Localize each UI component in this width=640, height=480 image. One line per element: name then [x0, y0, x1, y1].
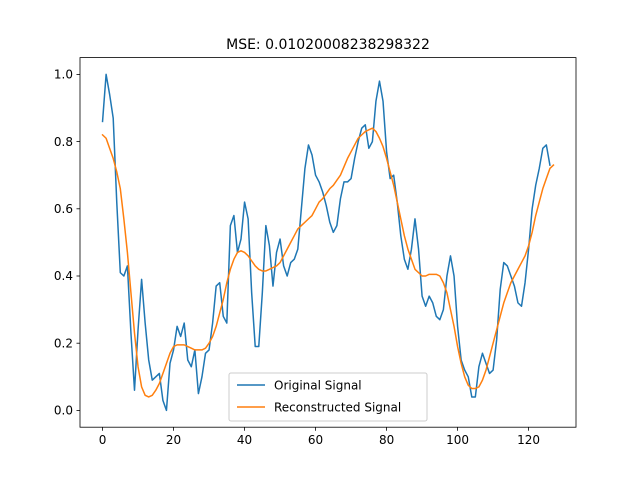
axes-frame: [79, 57, 577, 428]
legend-label-1: Original Signal: [274, 379, 362, 393]
y-tick-label: 0.6: [54, 202, 73, 216]
axes-layer: 0 20 40 60 80 100 120 0.0 0.2 0.4 0.6 0.8 1.0: [54, 57, 577, 447]
x-tick-label: 20: [166, 433, 181, 447]
x-tick-label: 120: [517, 433, 540, 447]
y-tick-label: 0.8: [54, 135, 73, 149]
y-tick-label: 0.4: [54, 269, 73, 283]
y-tick-label: 0.0: [54, 404, 73, 418]
legend-box: [228, 372, 428, 422]
x-tick-label: 40: [237, 433, 252, 447]
chart-title: MSE: 0.01020008238298322: [226, 37, 430, 53]
y-tick-label: 1.0: [54, 68, 73, 82]
series-line-2: [101, 127, 555, 398]
x-tick-label: 80: [379, 433, 394, 447]
x-tick-label: 100: [446, 433, 469, 447]
y-tick-label: 0.2: [54, 336, 73, 350]
x-tick-label: 0: [99, 433, 107, 447]
series-layer: [101, 73, 555, 412]
series-line-1: [101, 73, 551, 412]
legend-label-2: Reconstructed Signal: [274, 401, 401, 415]
plot-area: [80, 57, 576, 428]
x-tick-label: 60: [308, 433, 323, 447]
legend: Original Signal Reconstructed Signal: [228, 372, 428, 422]
